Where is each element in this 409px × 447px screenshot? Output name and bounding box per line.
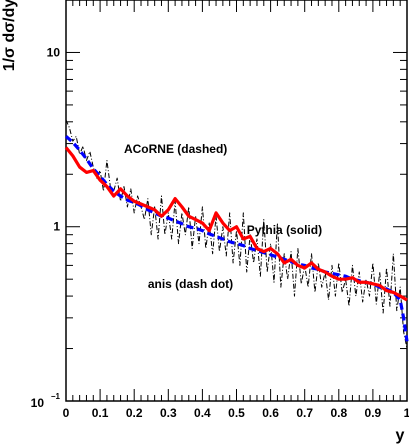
annotation-label: ACoRNE (dashed) xyxy=(124,142,227,156)
x-tick-label: 0.5 xyxy=(228,406,245,420)
annotation-label: anis (dash dot) xyxy=(148,277,233,291)
x-tick-label: 0 xyxy=(63,406,70,420)
y-tick-label-base: 10 xyxy=(31,396,45,410)
tick-labels: 0 0.1 0.2 0.3 0.4 0.5 0.6 0.7 0.8 0.9 1 10 1 10 −1 xyxy=(31,45,409,420)
x-tick-label: 0.3 xyxy=(160,406,177,420)
annotation-label: Pythia (solid) xyxy=(247,223,322,237)
axis-ticks xyxy=(65,0,408,402)
x-tick-label: 0.9 xyxy=(365,406,382,420)
series-layer xyxy=(64,119,409,349)
y-tick-label: 1 xyxy=(53,220,60,234)
y-tick-label-exponent: −1 xyxy=(51,392,61,401)
plot-frame xyxy=(65,0,408,402)
y-axis-title: 1/σ dσ/dy xyxy=(1,0,18,71)
x-tick-label: 0.1 xyxy=(92,406,109,420)
annotations: ACoRNE (dashed) Pythia (solid) anis (dash … xyxy=(124,142,322,291)
x-tick-label: 0.6 xyxy=(262,406,279,420)
x-tick-label: 1 xyxy=(404,406,409,420)
y-tick-label: 10 xyxy=(47,45,61,59)
x-tick-label: 0.7 xyxy=(296,406,313,420)
x-tick-label: 0.4 xyxy=(194,406,211,420)
x-axis-title: y xyxy=(396,427,405,444)
series-line-solid xyxy=(64,146,408,302)
x-tick-label: 0.2 xyxy=(126,406,143,420)
x-tick-label: 0.8 xyxy=(330,406,347,420)
